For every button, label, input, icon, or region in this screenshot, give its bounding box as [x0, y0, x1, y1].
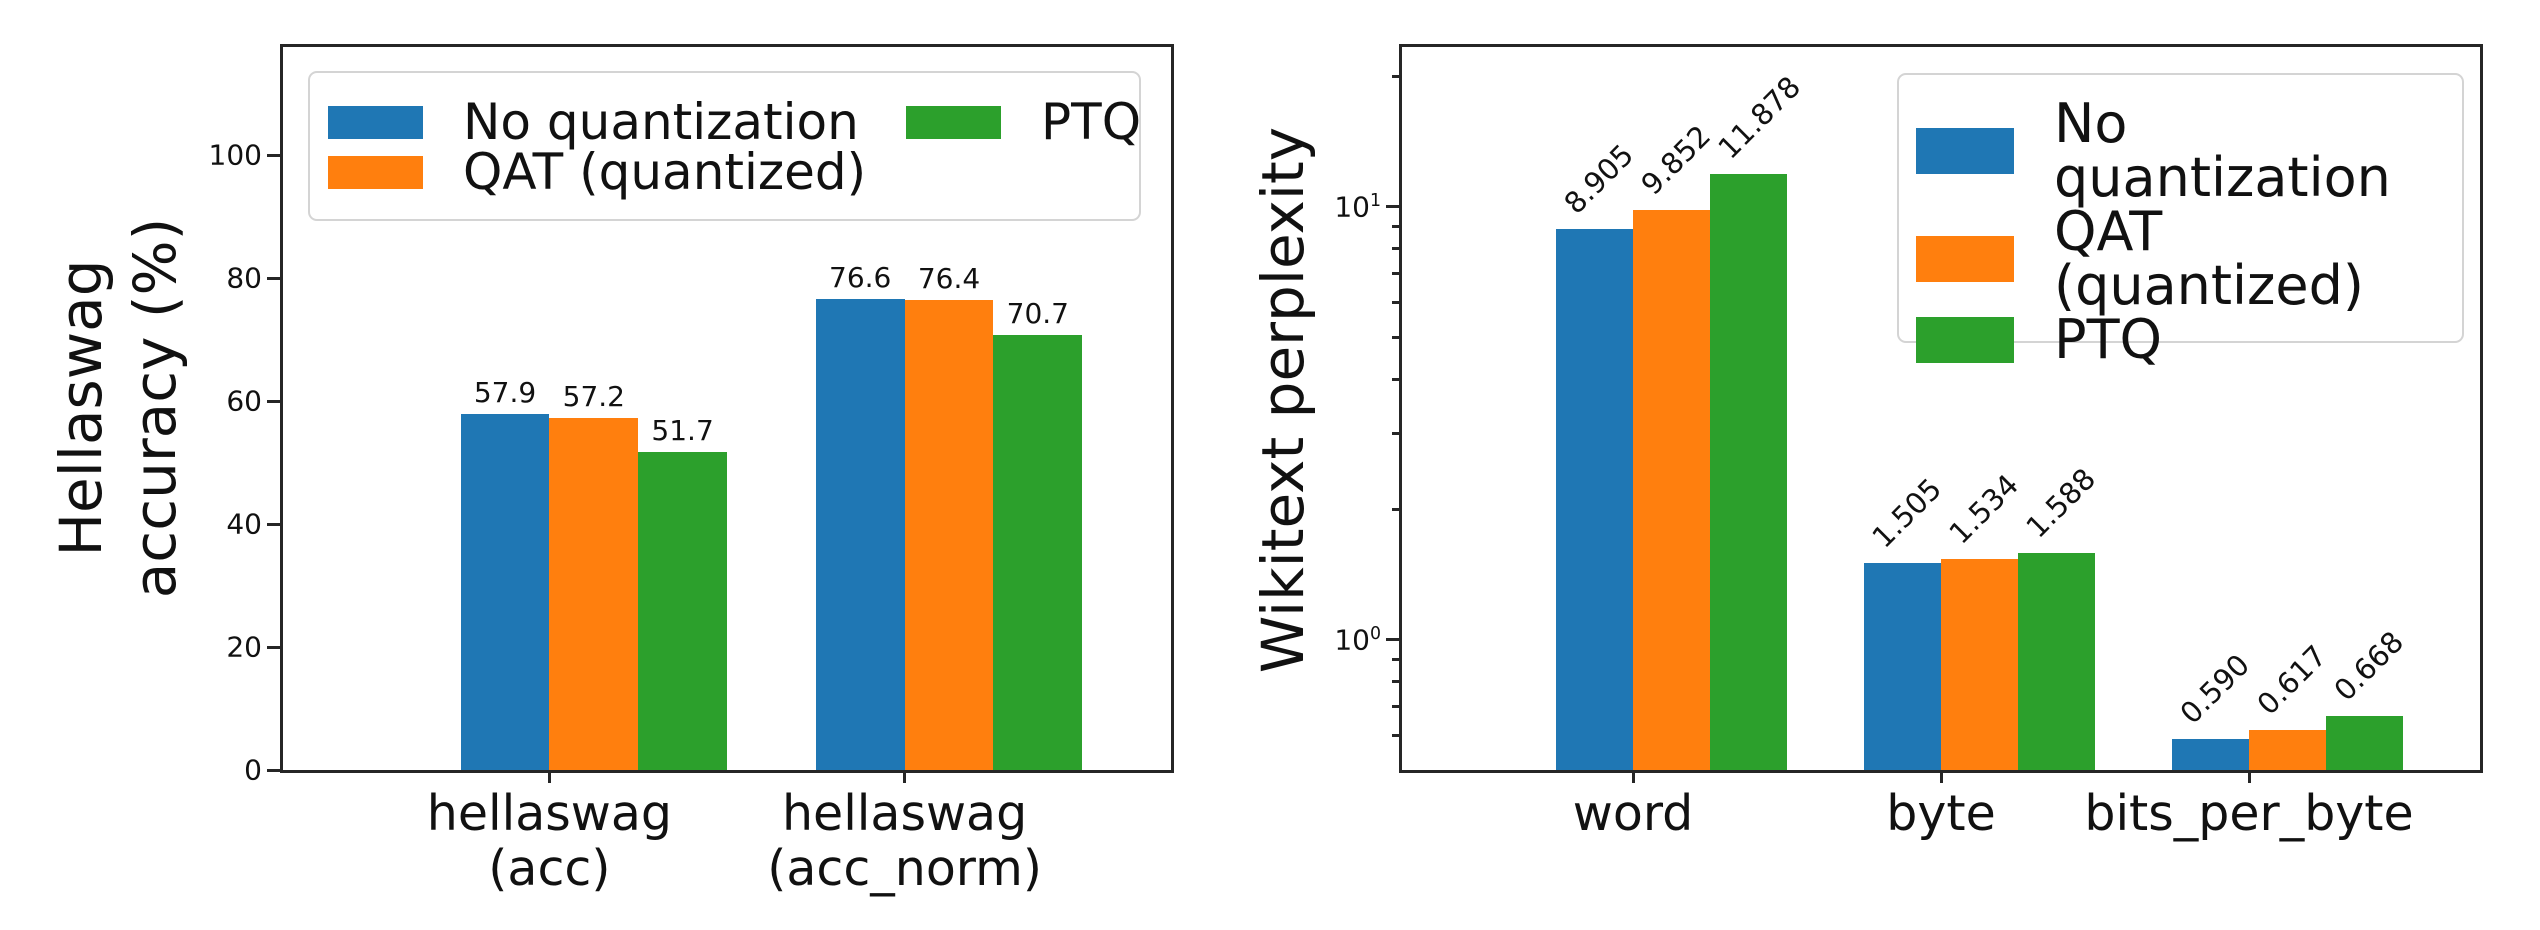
legend-item-ptq: PTQ	[906, 97, 1141, 147]
bar-value-label: 1.505	[1864, 471, 1948, 555]
y-tick	[267, 153, 281, 157]
bar-value-label: 0.668	[2326, 624, 2410, 707]
no-quantization-swatch-icon	[328, 105, 423, 139]
bar-ptq-0	[638, 452, 727, 770]
ptq-swatch-icon	[1916, 317, 2014, 363]
bar-no-quantization-0	[460, 414, 550, 770]
wikitext-plot-area: No quantization QAT (quantized) PTQ 101 1…	[1334, 44, 2483, 841]
legend-label: No quantization	[463, 93, 859, 151]
y-minor-tick	[1392, 507, 1400, 511]
x-tick	[1939, 770, 1943, 783]
legend-label: No quantization	[2054, 92, 2391, 209]
y-minor-tick	[1392, 658, 1400, 661]
x-tick-label: bits_per_byte	[2084, 785, 2414, 842]
legend-item-no-quantization: No quantization	[1916, 97, 2434, 205]
y-minor-tick	[1392, 301, 1400, 305]
y-tick	[267, 276, 281, 280]
legend-label: PTQ	[2054, 308, 2163, 371]
bar-ptq-2	[2326, 715, 2403, 770]
bar-value-label: 57.9	[473, 376, 537, 410]
y-tick-label: 0	[244, 753, 262, 787]
y-minor-tick	[1392, 272, 1400, 276]
x-tick	[2247, 770, 2251, 783]
bar-qat-quantized--1	[904, 300, 994, 770]
y-minor-tick	[1392, 335, 1400, 339]
x-tick	[903, 770, 907, 783]
qat-swatch-icon	[328, 155, 423, 189]
y-minor-tick	[1392, 431, 1400, 435]
hellaswag-plot-area: No quantization PTQ QAT (quantized) 0 20 4…	[209, 44, 1174, 896]
y-tick-label: 101	[1334, 190, 1381, 224]
bar-no-quantization-1	[1864, 562, 1941, 770]
x-tick	[547, 770, 551, 783]
x-tick-label: hellaswag (acc_norm)	[767, 785, 1042, 897]
y-minor-tick	[1392, 680, 1400, 684]
bar-value-label: 11.878	[1710, 70, 1807, 166]
bar-qat-quantized--0	[1633, 209, 1710, 770]
bar-value-label: 0.617	[2249, 639, 2333, 722]
x-tick-label: word	[1572, 785, 1694, 842]
bar-value-label: 9.852	[1633, 118, 1717, 202]
y-minor-tick	[1392, 75, 1400, 79]
ptq-swatch-icon	[906, 105, 1001, 139]
x-tick	[1631, 770, 1635, 783]
bar-value-label: 51.7	[651, 414, 714, 448]
bar-qat-quantized--2	[2249, 730, 2326, 770]
bar-no-quantization-0	[1556, 228, 1633, 770]
y-minor-tick	[1392, 705, 1400, 709]
y-tick	[1386, 205, 1400, 209]
bar-value-label: 1.534	[1941, 467, 2025, 551]
legend-label: QAT (quantized)	[2054, 200, 2364, 317]
legend-item-qat: QAT (quantized)	[1916, 205, 2434, 313]
bar-qat-quantized--1	[1941, 559, 2018, 770]
y-minor-tick	[1392, 734, 1400, 738]
bar-value-label: 1.588	[2018, 461, 2102, 545]
legend-label: PTQ	[1041, 93, 1142, 151]
bar-value-label: 8.905	[1556, 137, 1640, 221]
bar-no-quantization-1	[815, 299, 905, 770]
y-tick-label: 100	[1334, 623, 1381, 657]
bar-value-label: 0.590	[2172, 647, 2256, 731]
wikitext-y-axis-label: Wikitext perplexity	[1248, 126, 1317, 674]
y-tick-label: 80	[226, 261, 262, 295]
y-minor-tick	[1392, 377, 1400, 381]
wikitext-legend: No quantization QAT (quantized) PTQ	[1897, 73, 2464, 367]
x-tick-label: byte	[1886, 785, 1996, 842]
bar-value-label: 70.7	[1006, 297, 1069, 331]
bar-qat-quantized--0	[549, 418, 639, 770]
no-quantization-swatch-icon	[1916, 128, 2014, 174]
legend-item-qat: QAT (quantized)	[328, 147, 906, 197]
bar-ptq-1	[2018, 552, 2095, 770]
y-tick	[1386, 638, 1400, 642]
y-tick-label: 60	[226, 384, 262, 418]
bar-ptq-1	[993, 335, 1083, 770]
y-tick-label: 40	[226, 507, 262, 541]
y-tick	[267, 768, 281, 772]
y-tick-label: 20	[226, 630, 262, 664]
hellaswag-legend: No quantization PTQ QAT (quantized)	[308, 71, 1141, 221]
legend-label: QAT (quantized)	[463, 143, 867, 201]
bar-ptq-0	[1710, 174, 1787, 770]
bar-value-label: 57.2	[562, 380, 625, 414]
y-minor-tick	[1392, 247, 1400, 251]
y-tick	[267, 522, 281, 526]
hellaswag-y-axis-label: Hellaswag accuracy (%)	[46, 217, 189, 599]
bar-value-label: 76.6	[829, 261, 892, 295]
bar-no-quantization-2	[2172, 738, 2249, 770]
legend-item-no-quantization: No quantization	[328, 97, 906, 147]
bar-value-label: 76.4	[917, 262, 981, 296]
qat-swatch-icon	[1916, 236, 2014, 282]
legend-item-ptq: PTQ	[1916, 313, 2434, 367]
y-tick	[267, 399, 281, 403]
y-minor-tick	[1392, 225, 1400, 229]
x-tick-label: hellaswag (acc)	[426, 785, 672, 897]
y-tick	[267, 645, 281, 649]
y-tick-label: 100	[208, 138, 262, 172]
